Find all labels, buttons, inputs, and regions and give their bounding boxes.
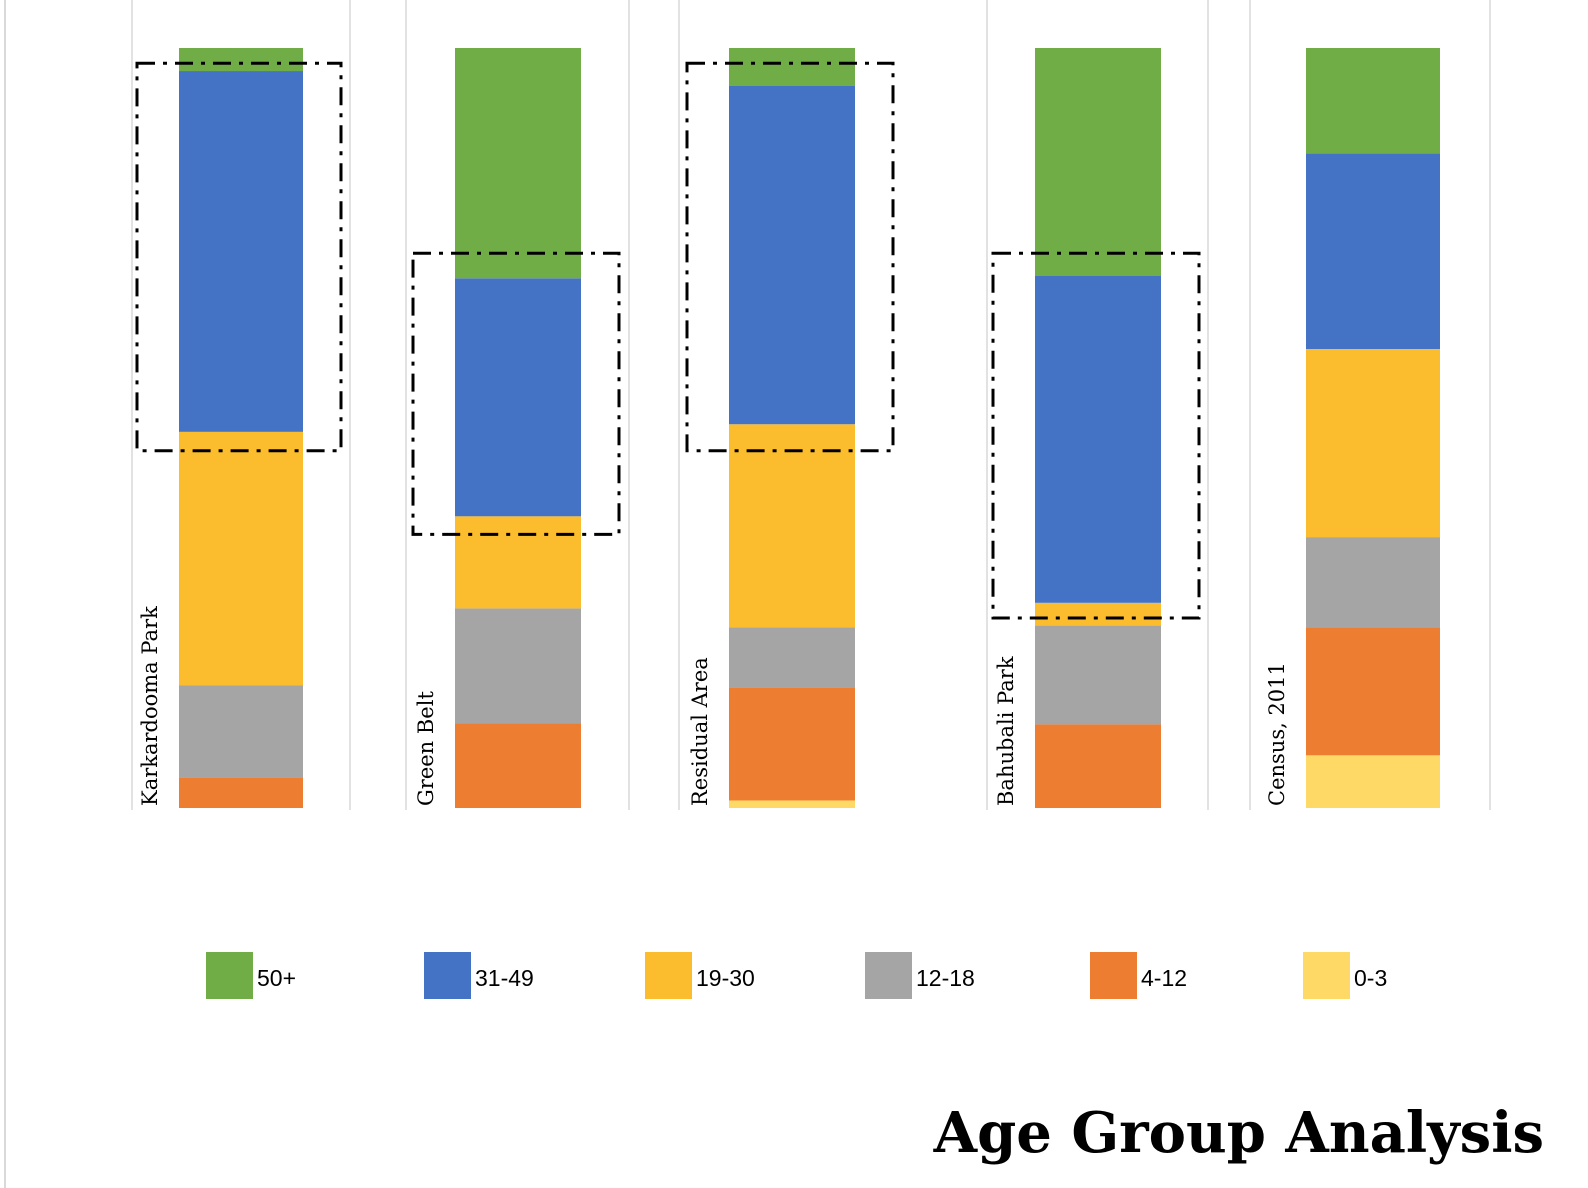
bar-segment-4-12 bbox=[179, 777, 303, 808]
highlight-box bbox=[991, 251, 1201, 620]
chart-title: Age Group Analysis bbox=[933, 1100, 1544, 1166]
legend-label: 12-18 bbox=[916, 964, 975, 991]
bar-segment-12-18 bbox=[1035, 625, 1161, 725]
highlight-box bbox=[135, 61, 343, 453]
bar-segment-50plus bbox=[729, 48, 855, 86]
legend-label: 0-3 bbox=[1354, 964, 1388, 991]
legend-label: 50+ bbox=[257, 964, 297, 991]
legend-swatch bbox=[645, 951, 692, 999]
category-label: Bahubali Park bbox=[994, 656, 1018, 806]
legend-item-50plus: 50+ bbox=[206, 950, 296, 1000]
bar-segment-31-49 bbox=[1035, 276, 1161, 603]
bar-segment-31-49 bbox=[455, 278, 581, 517]
bar-segment-19-30 bbox=[729, 424, 855, 628]
bar-segment-12-18 bbox=[1306, 537, 1440, 628]
bar-segment-19-30 bbox=[455, 516, 581, 609]
bar-segment-4-12 bbox=[729, 687, 855, 801]
bar-segment-4-12 bbox=[1306, 627, 1440, 756]
bar-segment-31-49 bbox=[1306, 153, 1440, 349]
bar-segment-12-18 bbox=[455, 608, 581, 724]
bar-segment-19-30 bbox=[1035, 602, 1161, 626]
bar-segment-31-49 bbox=[729, 85, 855, 425]
bar-segment-50plus bbox=[455, 48, 581, 279]
legend-swatch bbox=[1090, 951, 1137, 999]
bar-segment-0-3 bbox=[729, 800, 855, 808]
legend-label: 19-30 bbox=[696, 964, 755, 991]
legend-item-4-12: 4-12 bbox=[1090, 950, 1187, 1000]
legend-swatch bbox=[1303, 951, 1350, 999]
category-label: Residual Area bbox=[688, 657, 712, 806]
bar-segment-12-18 bbox=[729, 627, 855, 688]
legend-item-12-18: 12-18 bbox=[865, 950, 975, 1000]
bar-segment-19-30 bbox=[179, 431, 303, 686]
bar-segment-12-18 bbox=[179, 685, 303, 778]
bar-segment-4-12 bbox=[1035, 724, 1161, 808]
chart-frame bbox=[4, 0, 1588, 1188]
bar-segment-50plus bbox=[1035, 48, 1161, 276]
legend-item-0-3: 0-3 bbox=[1303, 950, 1387, 1000]
legend-label: 31-49 bbox=[475, 964, 534, 991]
legend-swatch bbox=[206, 951, 253, 999]
bar-segment-0-3 bbox=[1306, 755, 1440, 808]
bar-segment-50plus bbox=[1306, 48, 1440, 154]
legend-swatch bbox=[865, 951, 912, 999]
category-label: Karkardooma Park bbox=[138, 606, 162, 806]
category-label: Census, 2011 bbox=[1265, 662, 1289, 806]
bar-segment-50plus bbox=[179, 48, 303, 72]
legend-swatch bbox=[424, 951, 471, 999]
highlight-box bbox=[411, 251, 621, 536]
legend-label: 4-12 bbox=[1141, 964, 1188, 991]
legend-item-31-49: 31-49 bbox=[424, 950, 534, 1000]
bar-segment-31-49 bbox=[179, 71, 303, 432]
bar-segment-4-12 bbox=[455, 723, 581, 808]
legend-item-19-30: 19-30 bbox=[645, 950, 755, 1000]
highlight-box bbox=[685, 61, 895, 453]
bar-segment-19-30 bbox=[1306, 348, 1440, 538]
category-label: Green Belt bbox=[414, 691, 438, 806]
